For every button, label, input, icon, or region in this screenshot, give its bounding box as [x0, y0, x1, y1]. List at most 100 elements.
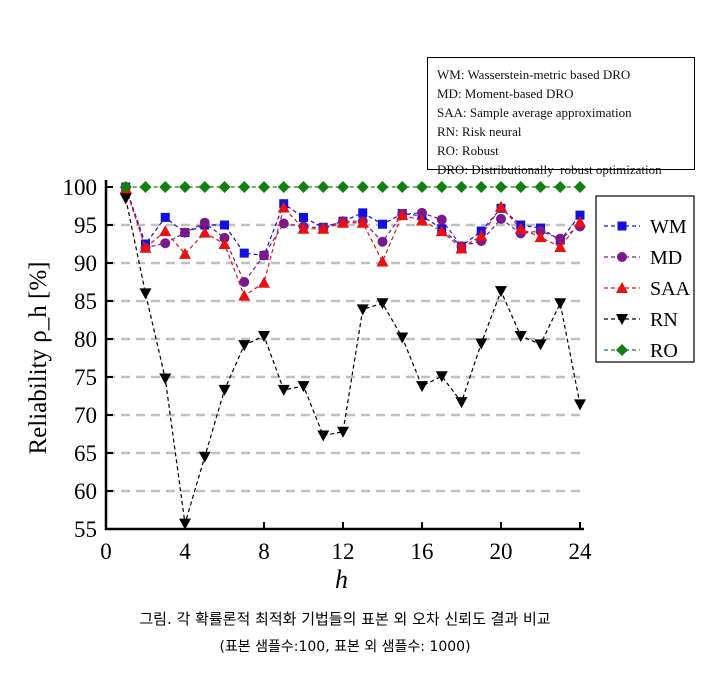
- x-axis-label: h: [335, 565, 348, 594]
- x-tick-label: 8: [258, 539, 270, 564]
- data-point-saa: [159, 225, 172, 237]
- data-point-saa: [277, 201, 290, 213]
- data-point-saa: [514, 222, 527, 234]
- x-tick-label: 0: [100, 539, 112, 564]
- data-point-rn: [238, 340, 251, 352]
- x-tick-label: 24: [569, 539, 593, 564]
- data-point-wm: [220, 220, 229, 230]
- data-point-rn: [574, 399, 586, 411]
- data-point-saa: [218, 238, 231, 249]
- data-point-ro: [416, 181, 428, 193]
- data-point-saa: [455, 242, 468, 254]
- data-point-ro: [514, 181, 527, 193]
- series-line-saa: [125, 188, 581, 297]
- legend-label: RO: [650, 340, 678, 362]
- data-point-md: [199, 217, 210, 228]
- data-point-md: [180, 227, 190, 238]
- data-point-rn: [554, 298, 567, 310]
- data-point-rn: [297, 381, 310, 393]
- data-point-rn: [455, 397, 468, 409]
- data-point-rn: [514, 330, 527, 342]
- data-point-ro: [356, 181, 369, 193]
- data-point-ro: [119, 181, 132, 193]
- data-point-rn: [119, 193, 132, 205]
- y-tick-label: 55: [74, 517, 97, 542]
- data-point-ro: [198, 181, 211, 193]
- data-point-rn: [495, 286, 507, 298]
- legend-label: RN: [650, 309, 678, 331]
- data-point-rn: [159, 373, 172, 385]
- data-point-saa: [495, 200, 507, 212]
- data-point-ro: [179, 181, 191, 193]
- data-point-md: [417, 207, 427, 218]
- data-point-md: [436, 214, 447, 225]
- data-point-saa: [198, 226, 211, 238]
- data-point-saa: [238, 289, 251, 301]
- data-point-rn: [376, 298, 389, 310]
- data-point-ro: [475, 181, 488, 193]
- data-point-rn: [198, 451, 211, 463]
- y-axis-label: Reliability ρ_h [%]: [25, 262, 52, 455]
- data-point-md: [259, 250, 269, 261]
- data-point-wm: [160, 212, 170, 222]
- data-point-rn: [416, 381, 428, 393]
- data-point-ro: [159, 181, 172, 193]
- y-tick-label: 95: [74, 213, 97, 238]
- figure-caption: 그림. 각 확률론적 최적화 기법들의 표본 외 오차 신뢰도 결과 비교: [139, 610, 551, 628]
- data-point-rn: [179, 518, 191, 530]
- x-tick-label: 12: [332, 539, 355, 564]
- data-point-saa: [574, 215, 586, 227]
- x-tick-label: 16: [411, 539, 434, 564]
- note-line: SAA: Sample average approximation: [437, 105, 632, 120]
- data-point-rn: [317, 430, 330, 442]
- data-point-ro: [495, 181, 507, 193]
- y-tick-label: 90: [74, 251, 97, 276]
- data-point-ro: [435, 181, 448, 193]
- series-line-md: [125, 186, 581, 284]
- data-point-rn: [435, 371, 448, 383]
- data-point-ro: [277, 181, 290, 193]
- data-point-md: [377, 236, 388, 247]
- y-tick-label: 70: [74, 403, 97, 428]
- data-point-saa: [416, 214, 428, 226]
- data-point-rn: [218, 384, 231, 396]
- data-point-wm: [358, 208, 368, 218]
- data-point-ro: [337, 181, 349, 193]
- data-point-md: [219, 232, 230, 243]
- note-line: WM: Wasserstein-metric based DRO: [437, 67, 631, 82]
- data-point-wm: [299, 212, 308, 222]
- data-point-saa: [297, 222, 310, 234]
- data-point-ro: [455, 181, 468, 193]
- data-point-md: [278, 218, 289, 229]
- data-point-md: [496, 213, 506, 224]
- data-point-ro: [396, 181, 409, 193]
- data-point-md: [160, 238, 171, 249]
- data-point-saa: [534, 231, 547, 243]
- legend-label: SAA: [650, 278, 691, 300]
- data-point-ro: [238, 181, 251, 193]
- data-point-saa: [179, 247, 191, 259]
- data-point-wm: [378, 219, 387, 229]
- y-tick-label: 75: [74, 365, 97, 390]
- data-point-saa: [396, 209, 409, 221]
- figure-caption-sub: (표본 샘플수:100, 표본 외 샘플수: 1000): [219, 639, 471, 655]
- data-point-ro: [218, 181, 231, 193]
- data-point-rn: [534, 339, 547, 351]
- legend-label: WM: [650, 216, 687, 238]
- data-point-ro: [376, 181, 389, 193]
- data-point-saa: [317, 222, 330, 234]
- legend-label: MD: [650, 247, 682, 269]
- y-tick-label: 80: [74, 327, 97, 352]
- note-line: MD: Moment-based DRO: [437, 86, 574, 101]
- data-point-saa: [435, 225, 448, 237]
- data-point-ro: [317, 181, 330, 193]
- data-point-rn: [475, 338, 488, 350]
- legend-marker-wm: [617, 221, 627, 231]
- note-line: RO: Robust: [437, 143, 499, 158]
- data-point-wm: [239, 248, 249, 258]
- abbreviation-note-box: WM: Wasserstein-metric based DRO MD: Mom…: [427, 57, 695, 177]
- y-tick-label: 85: [74, 289, 97, 314]
- data-point-rn: [337, 426, 349, 438]
- data-point-ro: [554, 181, 567, 193]
- data-point-rn: [356, 304, 369, 316]
